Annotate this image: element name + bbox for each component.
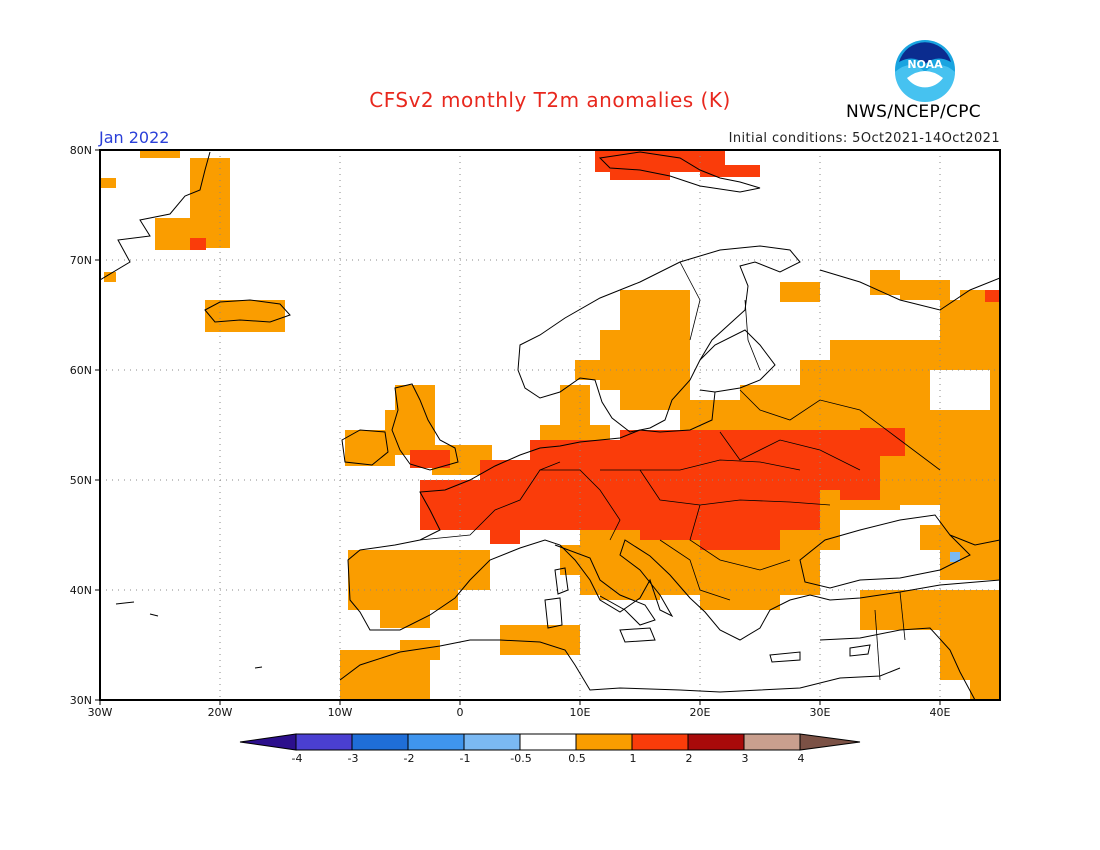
lon-label-20e: 20E	[689, 706, 711, 719]
lat-label-30n: 30N	[69, 694, 92, 707]
colorbar-segment	[519, 733, 577, 751]
colorbar-label: 3	[741, 752, 749, 765]
colorbar-label: 2	[685, 752, 693, 765]
lon-label-10e: 10E	[569, 706, 591, 719]
coastlines	[100, 151, 1000, 700]
lat-label-40n: 40N	[69, 584, 92, 597]
colorbar-segment	[743, 733, 801, 751]
colorbar-segment	[463, 733, 521, 751]
lat-label-50n: 50N	[69, 474, 92, 487]
colorbar-label: -1	[459, 752, 471, 765]
lat-label-60n: 60N	[69, 364, 92, 377]
colorbar-segment	[631, 733, 689, 751]
colorbar-label: 4	[797, 752, 805, 765]
noaa-logo: NOAA	[895, 40, 955, 102]
colorbar-label: -4	[291, 752, 303, 765]
colorbar-segment	[575, 733, 633, 751]
lon-label-30w: 30W	[87, 706, 113, 719]
colorbar-segment	[687, 733, 745, 751]
map-title: CFSv2 monthly T2m anomalies (K)	[369, 88, 731, 112]
lat-label-70n: 70N	[69, 254, 92, 267]
colorbar-segment	[407, 733, 465, 751]
colorbar-label: 1	[629, 752, 637, 765]
colorbar-label: -0.5	[510, 752, 532, 765]
country-borders	[419, 261, 941, 681]
colorbar-segment	[351, 733, 409, 751]
agency-label: NWS/NCEP/CPC	[846, 102, 981, 122]
colorbar-label: 0.5	[568, 752, 586, 765]
colorbar-label: -3	[347, 752, 359, 765]
colorbar-arrow-high	[799, 733, 861, 751]
colorbar-arrow-low	[239, 733, 297, 751]
anomaly-area-cool	[950, 552, 960, 562]
colorbar-segment	[295, 733, 353, 751]
initial-conditions: Initial conditions: 5Oct2021-14Oct2021	[728, 131, 1000, 146]
forecast-month: Jan 2022	[99, 128, 170, 147]
lon-label-40e: 40E	[929, 706, 951, 719]
lon-label-30e: 30E	[809, 706, 831, 719]
noaa-logo-text: NOAA	[907, 58, 943, 71]
map-grid	[100, 150, 1000, 700]
lat-label-80n: 80N	[69, 144, 92, 157]
lon-label-10w: 10W	[327, 706, 353, 719]
axis-ticks	[95, 149, 941, 705]
colorbar-label: -2	[403, 752, 415, 765]
lon-label-0: 0	[456, 706, 464, 719]
map-frame	[99, 149, 1001, 701]
lon-label-20w: 20W	[207, 706, 233, 719]
